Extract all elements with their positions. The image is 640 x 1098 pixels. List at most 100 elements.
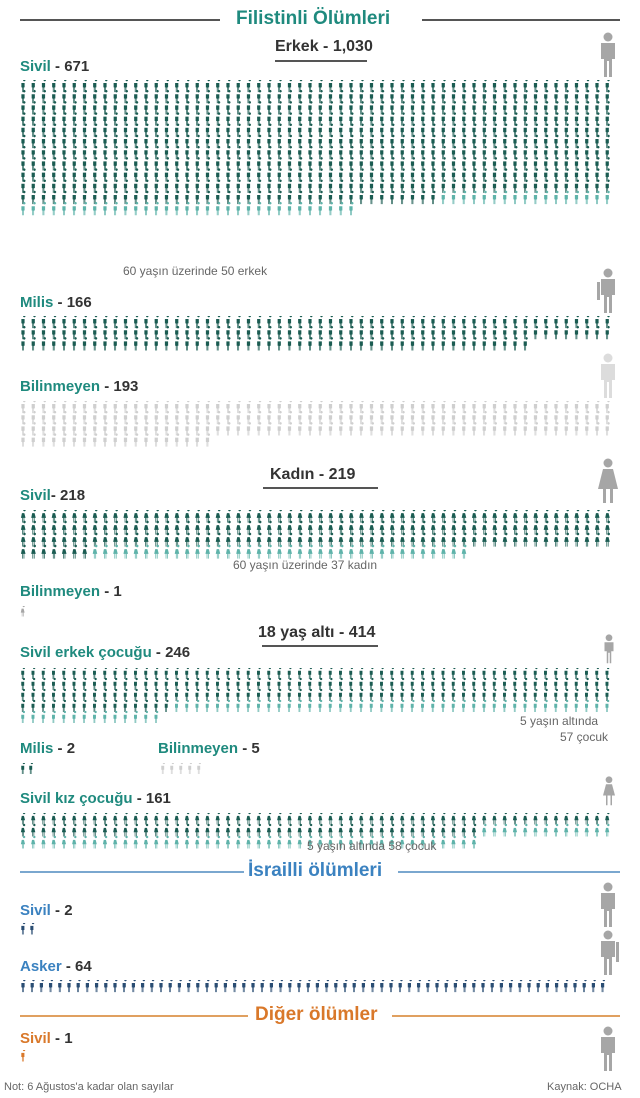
person-icon [154,101,159,115]
person-icon [472,123,477,137]
person-icon [482,316,487,329]
person-icon [287,316,292,329]
person-icon [277,699,282,713]
person-icon [103,422,108,436]
person-icon [492,699,497,713]
person-icon [82,201,88,216]
person-icon [544,325,549,340]
person-icon [308,401,313,414]
person-icon [277,544,283,559]
person-icon [298,325,303,340]
person-icon [134,699,138,713]
person-icon [175,422,180,436]
person-icon [400,401,405,414]
person-icon [431,179,436,193]
person-icon [277,179,282,193]
person-icon [554,699,559,713]
person-icon [236,325,241,340]
person-icon [564,668,569,680]
person-icon [400,835,405,849]
person-icon [246,510,252,523]
person-icon [287,668,292,680]
person-icon [503,699,507,713]
person-icon [184,532,190,547]
person-icon [134,422,139,436]
person-icon [349,677,354,691]
person-icon [421,422,426,436]
person-icon [216,422,221,436]
person-icon [246,89,252,104]
person-icon [103,337,108,351]
person-icon [287,157,293,171]
person-icon [359,823,364,837]
person-icon [143,544,149,559]
person-icon [185,316,190,329]
person-icon [369,337,375,351]
person-icon [574,422,580,436]
person-icon [133,532,139,547]
person-icon [410,101,416,115]
person-icon [472,677,477,691]
person-icon [179,763,183,775]
person-icon [103,112,108,126]
person-icon [144,401,149,414]
person-icon [103,699,108,713]
person-icon [421,145,426,160]
person-icon [195,410,200,425]
person-icon [164,80,169,93]
person-icon [287,532,293,547]
person-icon [564,510,569,523]
person-icon [349,422,354,436]
person-icon [544,699,548,713]
person-icon [143,823,149,837]
person-icon [113,510,118,523]
person-icon [338,532,344,547]
person-icon [585,677,589,691]
person-icon [564,101,569,115]
person-icon [585,89,590,104]
person-icon [298,699,302,713]
person-icon [431,688,436,702]
person-icon [595,401,600,414]
person-icon [441,101,446,115]
person-icon [62,101,67,115]
person-icon [369,699,374,713]
person-icon [205,145,211,160]
person-icon [277,123,282,137]
person-icon [267,190,272,205]
person-icon [359,510,364,523]
person-icon [605,179,610,193]
person-icon [380,668,384,680]
person-icon [595,101,600,115]
person-icon [277,401,282,414]
person-icon [533,123,539,137]
children-militant-label: Milis - 2 [20,740,76,757]
person-icon [390,168,395,182]
person-icon [564,145,569,160]
person-icon [131,980,136,993]
person-icon [441,510,446,523]
person-icon [287,179,293,193]
person-icon [389,520,395,535]
person-icon [410,325,416,340]
person-icon [31,823,36,837]
person-icon [287,190,293,205]
person-icon [328,134,334,149]
person-icon [52,80,57,93]
person-icon [400,134,405,149]
person-icon [564,699,569,713]
person-icon [462,337,467,351]
person-icon [82,401,87,414]
person-icon [102,813,108,825]
person-icon [595,123,600,137]
person-icon [134,145,139,160]
person-icon [595,325,600,340]
person-icon [410,823,415,837]
person-icon [369,134,375,149]
person-icon [605,101,610,115]
person-icon [113,823,118,837]
person-icon [389,980,394,993]
person-icon [307,520,313,535]
person-icon [431,677,436,691]
person-icon [554,688,559,702]
